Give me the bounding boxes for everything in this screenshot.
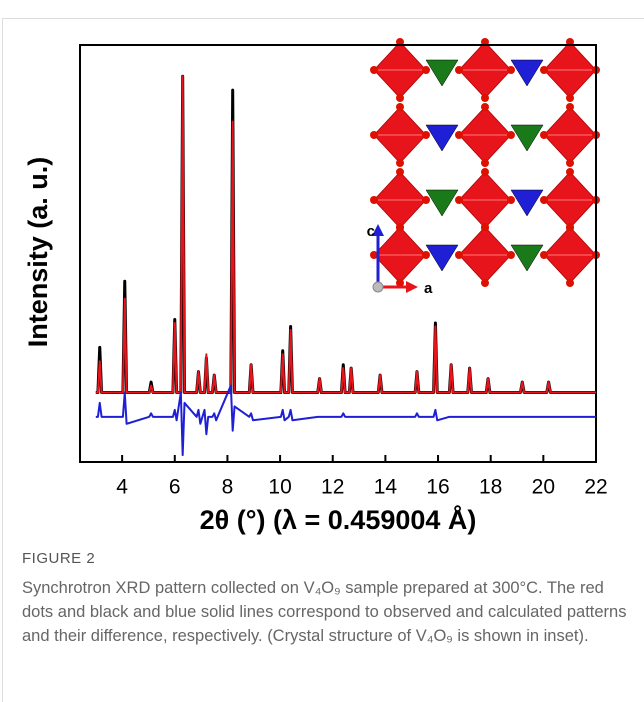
tetrahedron — [426, 125, 458, 151]
atom — [422, 66, 430, 74]
atom — [455, 131, 463, 139]
atom — [455, 196, 463, 204]
axis-a-label: a — [424, 280, 433, 297]
x-axis-label: 2θ (°) (λ = 0.459004 Å) — [200, 504, 477, 535]
atom — [481, 94, 489, 102]
tetrahedron — [511, 190, 543, 216]
x-tick-label: 8 — [222, 476, 234, 499]
atom — [507, 131, 515, 139]
atom — [370, 196, 378, 204]
atom — [481, 159, 489, 167]
axis-c-label: c — [367, 223, 375, 240]
figure-caption: Synchrotron XRD pattern collected on V₄O… — [22, 576, 632, 648]
atom — [481, 103, 489, 111]
series-line — [96, 386, 596, 456]
atom — [481, 279, 489, 287]
atom — [540, 131, 548, 139]
x-tick-label: 12 — [321, 476, 344, 499]
origin-sphere — [373, 282, 383, 292]
x-tick-label: 14 — [374, 476, 398, 499]
atom — [507, 66, 515, 74]
atom — [507, 251, 515, 259]
y-axis-label: Intensity (a. u.) — [23, 157, 53, 348]
atom — [481, 168, 489, 176]
atom — [540, 196, 548, 204]
tetrahedron — [511, 60, 543, 86]
atom — [422, 196, 430, 204]
x-tick-label: 18 — [479, 476, 502, 499]
atom — [507, 196, 515, 204]
atom — [566, 279, 574, 287]
x-tick-label: 16 — [426, 476, 449, 499]
page: Intensity (a. u.) 2θ (°) (λ = 0.459004 Å… — [0, 0, 644, 702]
atom — [455, 66, 463, 74]
x-tick-label: 6 — [169, 476, 181, 499]
atom — [422, 131, 430, 139]
tetrahedron — [426, 60, 458, 86]
tetrahedron — [426, 245, 458, 271]
x-tick-label: 22 — [584, 476, 607, 499]
atom — [540, 66, 548, 74]
atom — [566, 159, 574, 167]
series-line — [96, 76, 596, 392]
atom — [396, 94, 404, 102]
atom — [370, 131, 378, 139]
tetrahedron — [426, 190, 458, 216]
x-tick-label: 20 — [532, 476, 555, 499]
atom — [396, 168, 404, 176]
crystal-inset — [370, 38, 600, 287]
figure-label: FIGURE 2 — [22, 550, 95, 567]
arrowhead — [406, 281, 418, 293]
atom — [396, 103, 404, 111]
series-line — [96, 76, 596, 392]
atom — [566, 103, 574, 111]
x-tick-label: 4 — [116, 476, 128, 499]
atom — [422, 251, 430, 259]
x-tick-label: 10 — [268, 476, 291, 499]
tetrahedron — [511, 125, 543, 151]
atom — [566, 168, 574, 176]
atom — [455, 251, 463, 259]
tetrahedron — [511, 245, 543, 271]
atom — [396, 159, 404, 167]
chart: Intensity (a. u.) 2θ (°) (λ = 0.459004 Å… — [0, 0, 644, 540]
atom — [481, 223, 489, 231]
atom — [540, 251, 548, 259]
atom — [566, 223, 574, 231]
atom — [566, 94, 574, 102]
atom — [396, 223, 404, 231]
atom — [370, 66, 378, 74]
